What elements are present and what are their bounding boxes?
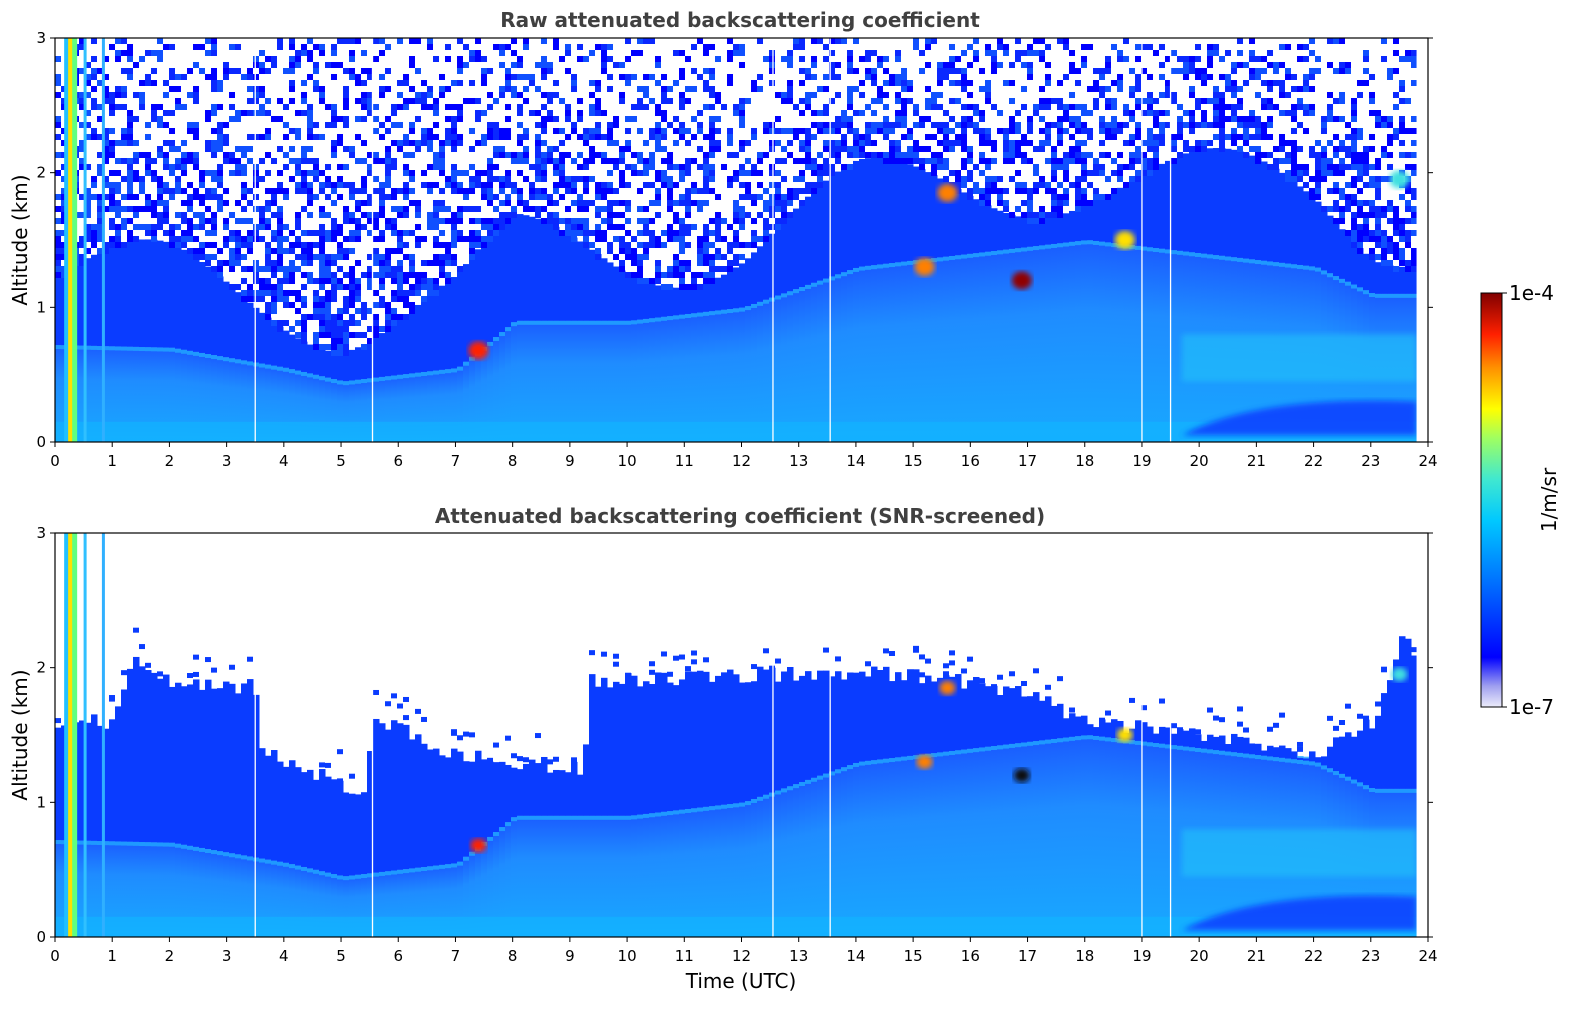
x-tick-label: 4	[279, 947, 289, 965]
x-tick-label: 4	[279, 452, 289, 470]
y-tick-label: 1	[36, 793, 46, 811]
x-tick-label: 7	[451, 452, 461, 470]
colorbar-min-label: 1e-7	[1509, 695, 1554, 719]
screened-backscatter-panel: Attenuated backscattering coefficient (S…	[8, 504, 1438, 993]
colorbar-label: 1/m/sr	[1537, 467, 1561, 532]
x-tick-label: 15	[904, 947, 923, 965]
x-tick-label: 16	[961, 452, 980, 470]
x-tick-label: 8	[508, 452, 518, 470]
x-tick-label: 18	[1075, 947, 1094, 965]
y-tick-label: 1	[36, 298, 46, 316]
x-tick-label: 14	[846, 947, 865, 965]
x-tick-label: 0	[50, 947, 60, 965]
panel1-ylabel: Altitude (km)	[8, 174, 32, 305]
x-tick-label: 17	[1018, 947, 1037, 965]
x-tick-label: 3	[222, 452, 232, 470]
panel1-title: Raw attenuated backscattering coefficien…	[500, 8, 980, 32]
panel1-heatmap	[55, 38, 1428, 442]
x-tick-label: 6	[393, 452, 403, 470]
x-tick-label: 14	[846, 452, 865, 470]
y-tick-label: 3	[36, 29, 46, 47]
x-tick-label: 0	[50, 452, 60, 470]
panel1-y-ticks: 0 1 2 3	[36, 29, 1433, 451]
y-tick-label: 3	[36, 524, 46, 542]
x-tick-label: 21	[1247, 452, 1266, 470]
colorbar-max-label: 1e-4	[1509, 281, 1554, 305]
panel2-x-ticks: 0 1 2 3 4 5 6 7 8 9 10 11 12 13 14 15 16 17 18 19 20 21 22 23 24	[50, 937, 1438, 965]
x-tick-label: 10	[618, 947, 637, 965]
panel2-heatmap	[55, 533, 1428, 937]
colorbar: 1e-4 1e-7 1/m/sr	[1480, 281, 1561, 719]
x-tick-label: 23	[1361, 452, 1380, 470]
y-tick-label: 2	[36, 164, 46, 182]
x-tick-label: 5	[336, 947, 346, 965]
x-tick-label: 20	[1190, 947, 1209, 965]
x-tick-label: 18	[1075, 452, 1094, 470]
x-tick-label: 21	[1247, 947, 1266, 965]
panel2-ylabel: Altitude (km)	[8, 669, 32, 800]
x-tick-label: 9	[565, 452, 575, 470]
panel2-title: Attenuated backscattering coefficient (S…	[435, 504, 1045, 528]
x-tick-label: 9	[565, 947, 575, 965]
y-tick-label: 2	[36, 659, 46, 677]
y-tick-label: 0	[36, 928, 46, 946]
x-tick-label: 5	[336, 452, 346, 470]
panel1-x-ticks: 0 1 2 3 4 5 6 7 8 9 10 11 12 13 14 15 16 17 18 19 20 21 22 23 24	[50, 442, 1438, 470]
panel2-xlabel: Time (UTC)	[685, 969, 797, 993]
x-tick-label: 12	[732, 947, 751, 965]
x-tick-label: 8	[508, 947, 518, 965]
x-tick-label: 16	[961, 947, 980, 965]
x-tick-label: 1	[107, 947, 117, 965]
x-tick-label: 22	[1304, 452, 1323, 470]
x-tick-label: 7	[451, 947, 461, 965]
x-tick-label: 24	[1418, 452, 1437, 470]
x-tick-label: 3	[222, 947, 232, 965]
colorbar-gradient	[1480, 292, 1503, 708]
panel2-y-ticks: 0 1 2 3	[36, 524, 1433, 946]
y-tick-label: 0	[36, 433, 46, 451]
x-tick-label: 19	[1132, 452, 1151, 470]
x-tick-label: 11	[675, 947, 694, 965]
x-tick-label: 17	[1018, 452, 1037, 470]
x-tick-label: 12	[732, 452, 751, 470]
x-tick-label: 1	[107, 452, 117, 470]
x-tick-label: 13	[789, 947, 808, 965]
x-tick-label: 2	[165, 452, 175, 470]
x-tick-label: 23	[1361, 947, 1380, 965]
raw-backscatter-panel: Raw attenuated backscattering coefficien…	[8, 8, 1438, 470]
x-tick-label: 15	[904, 452, 923, 470]
x-tick-label: 24	[1418, 947, 1437, 965]
x-tick-label: 10	[618, 452, 637, 470]
x-tick-label: 20	[1190, 452, 1209, 470]
x-tick-label: 22	[1304, 947, 1323, 965]
x-tick-label: 6	[393, 947, 403, 965]
x-tick-label: 2	[165, 947, 175, 965]
x-tick-label: 11	[675, 452, 694, 470]
x-tick-label: 13	[789, 452, 808, 470]
x-tick-label: 19	[1132, 947, 1151, 965]
